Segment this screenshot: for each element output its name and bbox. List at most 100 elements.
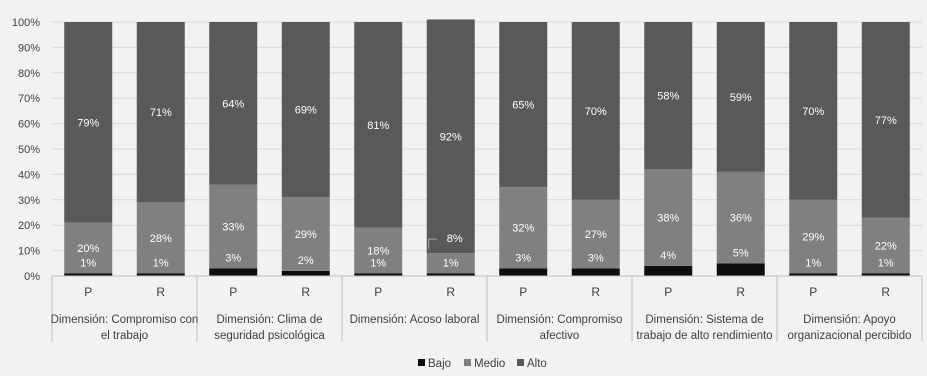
data-label-alto: 70% [802,106,824,118]
bar-segment-medio [426,253,475,274]
y-tick-label: 10% [18,246,40,258]
data-label-bajo: 4% [660,250,676,262]
category-label: P [664,285,672,299]
data-label-alto: 58% [657,91,679,103]
bar-segment-alto [136,22,185,203]
bar-segment-bajo [354,273,403,276]
group-label: Dimensión: Compromiso con [51,314,199,326]
bar-segment-alto [499,22,548,188]
group-label: Dimensión: Apoyo [803,314,896,326]
data-label-alto: 64% [222,98,244,110]
legend-swatch-bajo [418,359,425,366]
bar-segment-alto [281,22,330,198]
data-label-medio: 29% [295,229,317,241]
category-label: R [156,285,165,299]
data-label-bajo: 2% [298,255,314,267]
group-label: seguridad psicológica [214,330,325,342]
data-label-alto: 81% [367,120,389,132]
bar-segment-alto [789,22,838,200]
x-axis: P R P R P R P R P R P R Dimensión: Compromiso con el … [51,275,923,342]
data-label-medio: 20% [77,243,99,255]
category-label: P [229,285,237,299]
group-label: afectivo [540,330,580,342]
bar-segment-bajo [499,268,548,276]
bar-segment-bajo [209,268,258,276]
category-label: P [519,285,527,299]
data-label-bajo: 1% [805,257,821,269]
bar-segment-alto [571,22,620,200]
y-tick-label: 80% [18,68,40,80]
bar-segment-medio [716,171,765,264]
category-label: R [301,285,310,299]
bar-segment-bajo [136,273,185,276]
legend-label-alto: Alto [527,358,547,370]
bar-segment-alto [861,22,910,218]
data-label-medio: 29% [802,232,824,244]
bar-segment-medio [789,199,838,274]
bar-segment-alto [64,22,113,223]
group-label: Dimensión: Sistema de [645,314,763,326]
data-label-medio: 22% [875,241,897,253]
bar-segment-alto [644,22,693,170]
group-label: Dimensión: Acoso laboral [350,314,480,326]
group-label: el trabajo [101,330,148,342]
bar-segment-medio [644,169,693,266]
data-label-bajo: 1% [153,257,169,269]
category-label: R [591,285,600,299]
gridlines [52,21,922,252]
bar-segment-bajo [644,265,693,276]
data-label-alto: 59% [730,92,752,104]
y-tick-label: 90% [18,42,40,54]
bar-segment-alto [354,22,403,228]
bar-segment-medio [281,197,330,271]
bar-segment-medio [499,187,548,269]
data-label-bajo: 3% [515,252,531,264]
data-label-alto: 71% [150,107,172,119]
y-axis: 0% 10% 20% 30% 40% 50% 60% 70% 80% 90% 100% [12,17,40,283]
group-label: Dimensión: Clima de [216,314,322,326]
category-label: P [809,285,817,299]
data-label-medio: 18% [367,246,389,258]
data-label-medio: 28% [150,233,172,245]
legend-label-medio: Medio [474,358,505,370]
data-label-medio: 36% [730,213,752,225]
bar-segment-bajo [426,273,475,276]
y-tick-label: 30% [18,195,40,207]
bar-segment-medio [64,222,113,274]
data-label-bajo: 3% [588,252,604,264]
data-label-bajo: 5% [733,247,749,259]
bar-segment-bajo [861,273,910,276]
data-label-bajo: 1% [80,257,96,269]
category-label: P [84,285,92,299]
data-label-alto: 70% [585,106,607,118]
leader-line [428,238,437,250]
y-tick-label: 40% [18,169,40,181]
bar-segment-bajo [789,273,838,276]
data-label-alto: 77% [875,115,897,127]
bar-segment-alto [716,22,765,172]
data-label-alto: 69% [295,105,317,117]
group-label: trabajo de alto rendimiento [636,330,772,342]
data-label-bajo: 1% [370,257,386,269]
data-labels: 1%20%79%1%28%71%3%33%64%2%29%69%1%18%81%… [77,91,897,270]
bar-segment-bajo [64,273,113,276]
category-label: P [374,285,382,299]
group-label: Dimensión: Compromiso [497,314,623,326]
data-label-medio: 33% [222,221,244,233]
data-label-bajo: 3% [225,252,241,264]
bar-segment-bajo [716,263,765,276]
category-label: R [446,285,455,299]
y-tick-label: 50% [18,144,40,156]
legend-swatch-medio [464,359,471,366]
data-label-bajo: 1% [878,257,894,269]
legend-label-bajo: Bajo [428,358,451,370]
bar-segment-bajo [571,268,620,276]
y-tick-label: 20% [18,220,40,232]
y-tick-label: 60% [18,119,40,131]
bar-segment-medio [136,202,185,274]
data-label-medio: 38% [657,213,679,225]
legend-swatch-alto [517,359,524,366]
group-label: organizacional percibido [787,330,911,342]
data-label-medio: 8% [447,233,463,245]
data-label-alto: 65% [512,100,534,112]
